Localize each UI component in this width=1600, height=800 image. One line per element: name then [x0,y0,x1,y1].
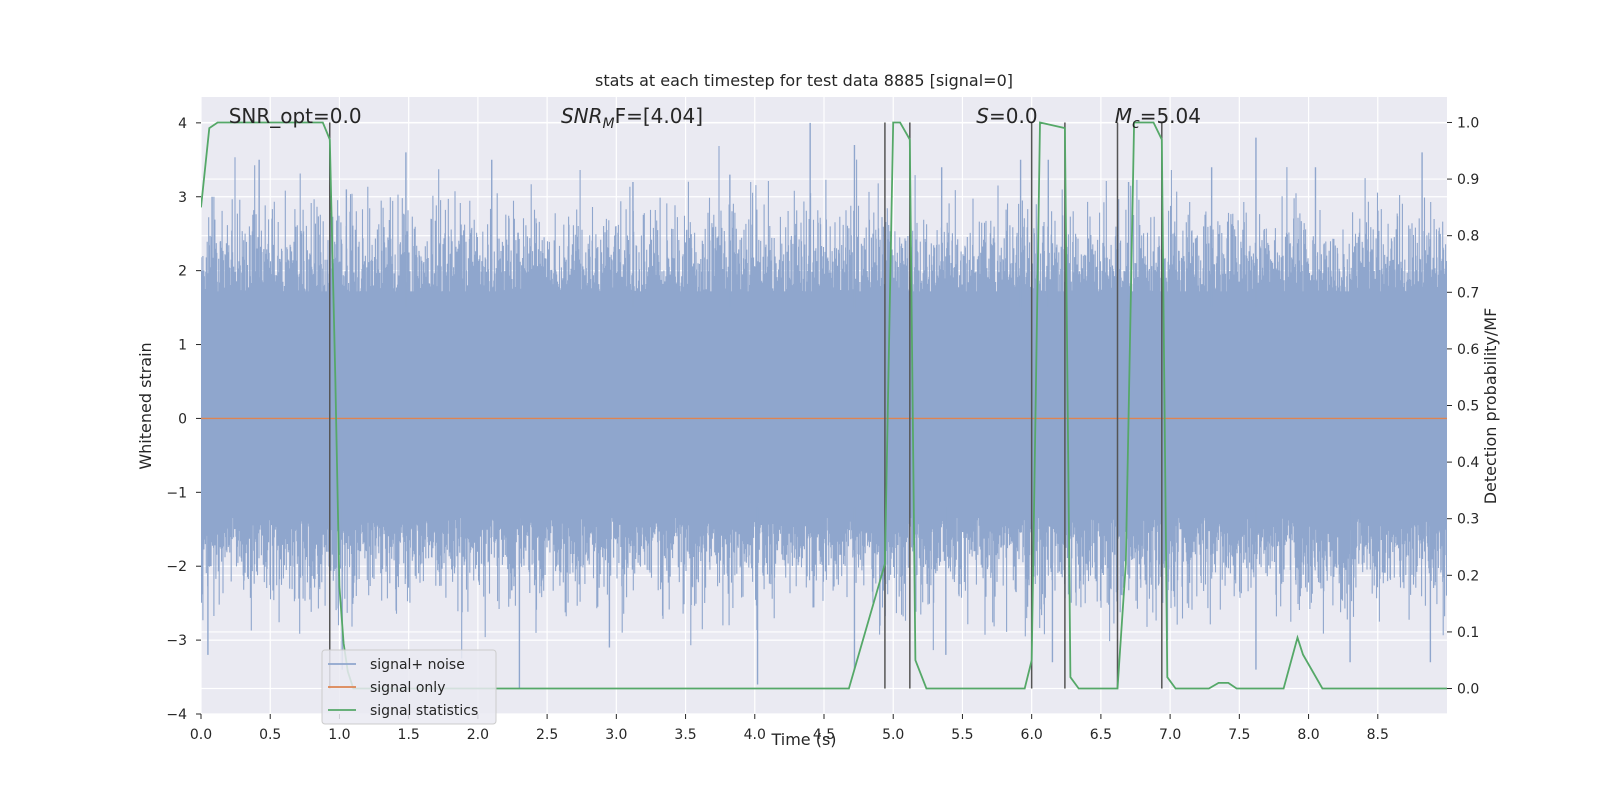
y-tick-label-right: 0.2 [1457,568,1479,584]
x-tick-label: 4.0 [744,727,766,743]
annotation-label: Mc=5.04 [1115,104,1201,132]
y-tick-label-left: 2 [178,264,187,280]
chart-title: stats at each timestep for test data 888… [595,71,1013,90]
x-tick-label: 0.5 [259,727,281,743]
legend-label: signal only [370,680,445,696]
legend-label: signal+ noise [370,657,465,673]
y-tick-label-right: 0.4 [1457,455,1479,471]
annotation-label: S=0.0 [976,104,1037,128]
y-tick-label-left: −4 [166,707,187,723]
x-tick-label: 3.5 [674,727,696,743]
x-tick-label: 8.5 [1367,727,1389,743]
y-tick-label-right: 0.0 [1457,682,1479,698]
x-tick-label: 8.0 [1297,727,1319,743]
legend-label: signal statistics [370,703,478,719]
series-signal-statistics [201,121,1447,690]
annotations: SNR_opt=0.0 SNRMF=[4.04] S=0.0 Mc=5.04 [229,104,1201,132]
series-signal-noise [201,122,1447,689]
x-tick-label: 2.0 [467,727,489,743]
y-tick-label-right: 1.0 [1457,115,1479,131]
signal-statistics-line [201,121,1447,690]
noise-extremes [207,122,1432,689]
y-tick-label-right: 0.1 [1457,625,1479,641]
y-tick-label-left: 1 [178,338,187,354]
x-tick-label: 1.5 [398,727,420,743]
y-tick-label-left: 0 [178,411,187,427]
y-tick-label-right: 0.3 [1457,512,1479,528]
y-tick-label-right: 0.9 [1457,172,1479,188]
y-tick-label-right: 0.7 [1457,285,1479,301]
x-tick-label: 1.0 [328,727,350,743]
y-tick-label-left: −2 [166,559,187,575]
y-tick-label-right: 0.5 [1457,399,1479,415]
x-axis-label: Time (s) [770,730,836,749]
x-tick-label: 7.0 [1159,727,1181,743]
y-tick-label-left: −3 [166,633,187,649]
x-tick-label: 7.5 [1228,727,1250,743]
y-tick-label-left: 4 [178,116,187,132]
legend: signal+ noise signal only signal statistic… [321,649,497,725]
x-tick-label: 3.0 [605,727,627,743]
x-tick-label: 4.5 [813,727,835,743]
annotation-label: SNRMF=[4.04] [561,104,703,132]
x-tick-label: 2.5 [536,727,558,743]
y-axis-label-right: Detection probability/MF [1481,308,1500,505]
legend-box [321,649,497,725]
y-axis-label-left: Whitened strain [136,342,155,469]
x-tick-label: 0.0 [190,727,212,743]
y-tick-label-left: −1 [166,485,187,501]
x-tick-label: 6.5 [1090,727,1112,743]
annotation-label: SNR_opt=0.0 [229,104,362,128]
x-tick-label: 6.0 [1021,727,1043,743]
x-tick-label: 5.5 [951,727,973,743]
axes: 0.0 0.5 1.0 1.5 2.0 2.5 3.0 3.5 4.0 4.5 5.0 5.5 6.0 6… [166,115,1479,743]
x-tick-label: 5.0 [882,727,904,743]
y-tick-label-right: 0.6 [1457,342,1479,358]
y-tick-label-right: 0.8 [1457,229,1479,245]
y-tick-label-left: 3 [178,190,187,206]
